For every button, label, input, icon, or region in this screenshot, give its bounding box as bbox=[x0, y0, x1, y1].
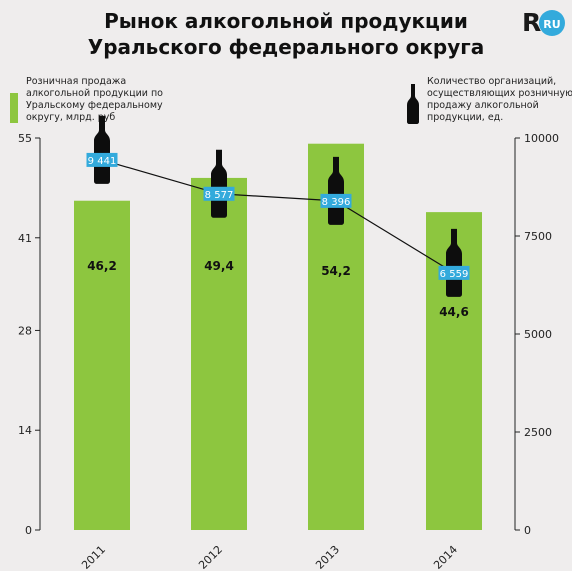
right-axis-tick-label: 10000 bbox=[524, 132, 559, 145]
bar bbox=[74, 200, 130, 530]
legend-bars-label: Розничная продажа алкогольной продукции … bbox=[26, 76, 163, 123]
x-tick-label: 2012 bbox=[196, 543, 225, 571]
legend-line-label: Количество организаций, осуществляющих р… bbox=[427, 76, 572, 123]
right-axis-tick-label: 5000 bbox=[524, 328, 552, 341]
point-label: 6 559 bbox=[440, 269, 469, 280]
right-axis-tick-label: 2500 bbox=[524, 426, 552, 439]
point-label-box bbox=[438, 265, 470, 280]
point-label-box bbox=[320, 193, 352, 208]
title-line-1: Рынок алкогольной продукции bbox=[104, 9, 468, 33]
point-label-box bbox=[203, 186, 235, 201]
point-label: 8 396 bbox=[322, 197, 351, 208]
legend-bottle-icon bbox=[407, 84, 419, 124]
chart-title: Рынок алкогольной продукции Уральского ф… bbox=[0, 8, 572, 60]
rambler-logo: R RU bbox=[522, 8, 565, 36]
series-line bbox=[101, 159, 455, 274]
legend-bar-swatch bbox=[10, 93, 18, 123]
bar-value-label: 49,4 bbox=[204, 259, 234, 273]
left-axis-tick-label: 41 bbox=[18, 232, 32, 245]
point-label-box bbox=[86, 152, 118, 167]
bottle-icon bbox=[94, 115, 110, 184]
bar bbox=[191, 177, 247, 530]
logo-badge-text: RU bbox=[543, 18, 560, 31]
left-axis-tick-label: 14 bbox=[18, 424, 32, 437]
bar-value-label: 46,2 bbox=[87, 259, 117, 273]
title-line-2: Уральского федерального округа bbox=[87, 35, 485, 59]
right-axis-tick-label: 7500 bbox=[524, 230, 552, 243]
bottle-icon bbox=[211, 149, 227, 218]
point-label: 8 577 bbox=[205, 190, 234, 201]
point-label: 9 441 bbox=[88, 156, 117, 167]
logo-letter: R bbox=[522, 8, 541, 36]
bar-value-label: 54,2 bbox=[321, 264, 351, 278]
x-tick-label: 2013 bbox=[313, 543, 342, 571]
x-tick-label: 2014 bbox=[431, 543, 460, 571]
bar-value-label: 44,6 bbox=[439, 305, 469, 319]
logo-circle bbox=[539, 10, 565, 36]
left-axis-tick-label: 55 bbox=[18, 132, 32, 145]
right-axis-tick-label: 0 bbox=[524, 524, 531, 537]
left-axis-tick-label: 28 bbox=[18, 324, 32, 337]
x-tick-label: 2011 bbox=[79, 543, 108, 571]
left-axis-tick-label: 0 bbox=[25, 524, 32, 537]
